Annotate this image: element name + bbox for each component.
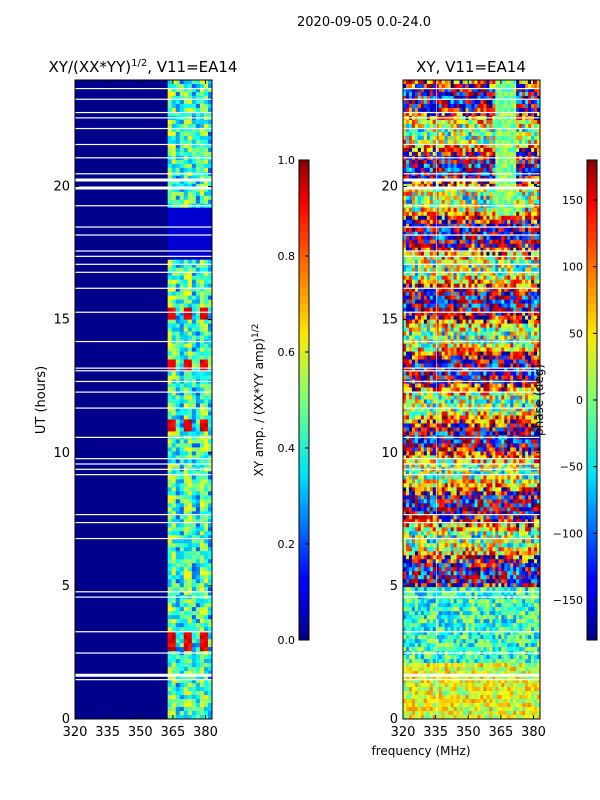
y-tick-label: 0 [390, 712, 398, 727]
colorbar-tick-label: 0.2 [278, 538, 296, 551]
x-tick-label: 380 [193, 725, 218, 740]
colorbar-tick-label: −100 [553, 527, 583, 540]
x-tick-label: 365 [488, 725, 513, 740]
phase-y-axis: 0 5 10 15 20 [381, 180, 540, 727]
y-tick-label: 5 [62, 579, 70, 594]
phase-colorbar: −150 −100 −50 0 50 100 150 phase (deg) [532, 159, 598, 641]
y-tick-label: 20 [53, 180, 70, 195]
amplitude-colorbar-gradient [298, 159, 310, 641]
colorbar-tick-label: 0.0 [278, 634, 296, 647]
amplitude-x-axis: 320 335 350 365 380 [63, 80, 218, 740]
phase-heatmap [403, 80, 541, 720]
x-tick-label: 380 [521, 725, 546, 740]
y-tick-label: 10 [381, 446, 398, 461]
x-tick-label: 335 [423, 725, 448, 740]
x-tick-label: 320 [63, 725, 88, 740]
y-tick-label: 5 [390, 579, 398, 594]
colorbar-tick-label: 0 [576, 394, 583, 407]
phase-x-axis: 320 335 350 365 380 [391, 80, 546, 740]
colorbar-tick-label: −150 [553, 594, 583, 607]
phase-axes-frame [402, 79, 541, 720]
amplitude-y-axis: 0 5 10 15 20 [53, 180, 212, 727]
x-tick-label: 320 [391, 725, 416, 740]
amplitude-ylabel: UT (hours) [34, 366, 49, 434]
amplitude-heatmap [75, 80, 213, 720]
colorbar-tick-label: 0.6 [278, 346, 296, 359]
x-tick-label: 350 [128, 725, 153, 740]
x-tick-label: 350 [456, 725, 481, 740]
colorbar-tick-label: 0.8 [278, 250, 296, 263]
phase-title: XY, V11=EA14 [416, 58, 526, 76]
y-tick-label: 20 [381, 180, 398, 195]
y-tick-label: 10 [53, 446, 70, 461]
amplitude-colorbar: 0.0 0.2 0.4 0.6 0.8 1.0 XY amp. / (XX*YY amp)… [251, 154, 310, 647]
y-tick-label: 15 [53, 313, 70, 328]
phase-panel: XY, V11=EA14 320 335 350 365 380 0 5 10 15 20 fr… [371, 58, 545, 758]
frequency-xlabel: frequency (MHz) [371, 744, 470, 758]
y-tick-label: 0 [62, 712, 70, 727]
colorbar-tick-label: 100 [562, 261, 583, 274]
x-tick-label: 365 [160, 725, 185, 740]
colorbar-tick-label: 1.0 [278, 154, 296, 167]
phase-colorbar-label: phase (deg) [532, 364, 546, 436]
amplitude-axes-frame [74, 79, 213, 720]
y-tick-label: 15 [381, 313, 398, 328]
colorbar-tick-label: 50 [569, 327, 583, 340]
phase-colorbar-ticks: −150 −100 −50 0 50 100 150 [553, 194, 597, 607]
colorbar-tick-label: 0.4 [278, 442, 296, 455]
amplitude-colorbar-ticks: 0.0 0.2 0.4 0.6 0.8 1.0 [278, 154, 309, 647]
colorbar-tick-label: −50 [560, 461, 583, 474]
figure-suptitle: 2020-09-05 0.0-24.0 [297, 15, 431, 30]
x-tick-label: 335 [95, 725, 120, 740]
colorbar-tick-label: 150 [562, 194, 583, 207]
amplitude-colorbar-label: XY amp. / (XX*YY amp)1/2 [251, 324, 266, 477]
amplitude-title: XY/(XX*YY)1/2, V11=EA14 [49, 58, 238, 76]
amplitude-panel: XY/(XX*YY)1/2, V11=EA14 320 335 350 365 380 … [34, 58, 237, 740]
